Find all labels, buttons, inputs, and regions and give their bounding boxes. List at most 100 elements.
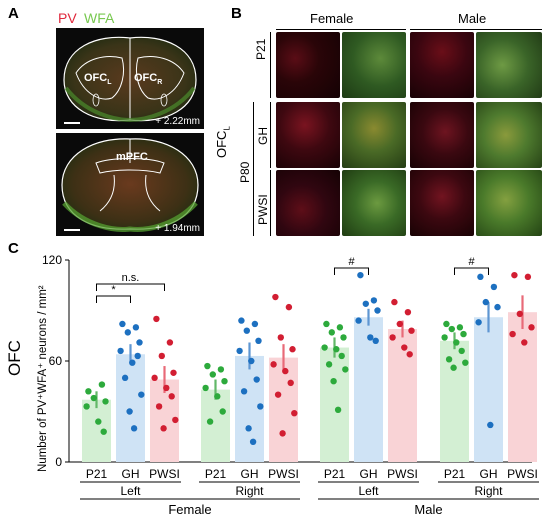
data-point xyxy=(404,308,412,316)
data-point xyxy=(245,425,252,432)
micrograph-female-p21-pv xyxy=(276,32,340,98)
micrograph-male-p21-merge xyxy=(476,32,542,98)
data-point xyxy=(124,329,131,336)
data-point xyxy=(460,330,467,338)
micrograph-female-p21-merge xyxy=(342,32,406,98)
data-point xyxy=(163,384,170,392)
micrograph-female-gh-merge xyxy=(342,102,406,168)
data-point xyxy=(206,418,214,425)
data-point xyxy=(441,334,448,341)
data-point xyxy=(509,330,516,338)
sex-label: Male xyxy=(414,502,442,517)
sex-label: Female xyxy=(168,502,211,517)
micrograph-male-gh-merge xyxy=(476,102,542,168)
x-tick-label: PWSI xyxy=(268,467,299,481)
data-point xyxy=(130,425,138,432)
data-point xyxy=(95,418,102,425)
y-tick-label: 0 xyxy=(55,455,62,469)
row-divider-gh xyxy=(270,102,271,168)
micrograph-male-p21-pv xyxy=(410,32,474,98)
significance-label: * xyxy=(111,284,116,296)
data-point xyxy=(240,388,248,395)
data-point xyxy=(355,317,362,324)
data-point xyxy=(138,391,145,398)
data-point xyxy=(158,352,165,360)
data-point xyxy=(249,438,257,445)
data-point xyxy=(458,347,465,355)
y-tick-label: 60 xyxy=(49,354,63,368)
data-point xyxy=(253,376,260,383)
x-tick-label: P21 xyxy=(444,467,466,481)
data-point xyxy=(340,334,347,341)
data-point xyxy=(168,393,175,400)
x-tick-label: GH xyxy=(122,467,140,481)
x-tick-label: PWSI xyxy=(149,467,180,481)
data-point xyxy=(166,339,174,346)
data-point xyxy=(450,364,457,371)
data-point xyxy=(100,428,107,435)
data-point xyxy=(372,337,379,344)
side-label: Right xyxy=(474,484,503,498)
data-point xyxy=(494,303,501,311)
significance-bracket xyxy=(96,283,165,291)
coord-top: + 2.22mm xyxy=(155,116,200,127)
data-point xyxy=(134,352,141,360)
data-point xyxy=(391,298,398,306)
data-point xyxy=(524,273,532,281)
data-point xyxy=(336,324,344,331)
panel-label-b: B xyxy=(231,5,242,22)
data-point xyxy=(248,357,255,365)
data-point xyxy=(401,344,408,351)
legend-wfa: WFA xyxy=(84,10,115,26)
row-label-pwsi: PWSI xyxy=(256,194,270,225)
data-point xyxy=(277,334,284,341)
data-point xyxy=(490,283,498,291)
data-point xyxy=(214,393,221,400)
data-point xyxy=(121,374,129,382)
data-point xyxy=(456,324,464,331)
significance-label: # xyxy=(468,256,475,268)
side-label: Left xyxy=(358,484,379,498)
data-point xyxy=(445,356,453,363)
data-point xyxy=(119,320,126,328)
data-point xyxy=(279,430,286,437)
data-point xyxy=(516,310,523,318)
micrograph-male-gh-pv xyxy=(410,102,474,168)
data-point xyxy=(357,271,364,279)
data-point xyxy=(370,297,378,304)
mpfc-label: mPFC xyxy=(116,151,148,163)
row-label-p21: P21 xyxy=(254,38,268,60)
data-point xyxy=(289,346,296,353)
data-point xyxy=(330,378,337,385)
header-male: Male xyxy=(458,11,487,26)
data-point xyxy=(448,325,455,333)
data-point xyxy=(160,425,167,432)
data-point xyxy=(153,315,160,323)
data-point xyxy=(453,339,460,346)
data-point xyxy=(487,421,494,429)
significance-label: n.s. xyxy=(122,272,140,284)
data-point xyxy=(367,334,374,341)
brain-section-bottom-image xyxy=(61,138,199,232)
header-male-rule xyxy=(410,29,542,30)
significance-label: # xyxy=(348,256,355,268)
data-point xyxy=(238,317,245,324)
data-point xyxy=(236,347,243,355)
bar-chart: 0 60 120 P21 GH PWSI Left P21 GH PWSI Right P21 GH PW… xyxy=(42,253,539,517)
data-point xyxy=(282,367,289,375)
data-point xyxy=(172,416,179,424)
data-point xyxy=(362,300,369,307)
data-point xyxy=(321,344,328,351)
data-point xyxy=(202,384,209,392)
row-label-gh: GH xyxy=(256,127,270,145)
data-point xyxy=(251,320,259,328)
data-point xyxy=(389,334,396,341)
panel-label-c: C xyxy=(8,240,19,257)
data-point xyxy=(325,361,333,368)
data-point xyxy=(528,324,535,331)
data-point xyxy=(328,329,335,336)
data-point xyxy=(521,339,528,346)
legend-pv: PV xyxy=(58,10,77,26)
data-point xyxy=(221,378,228,385)
data-point xyxy=(338,352,345,360)
